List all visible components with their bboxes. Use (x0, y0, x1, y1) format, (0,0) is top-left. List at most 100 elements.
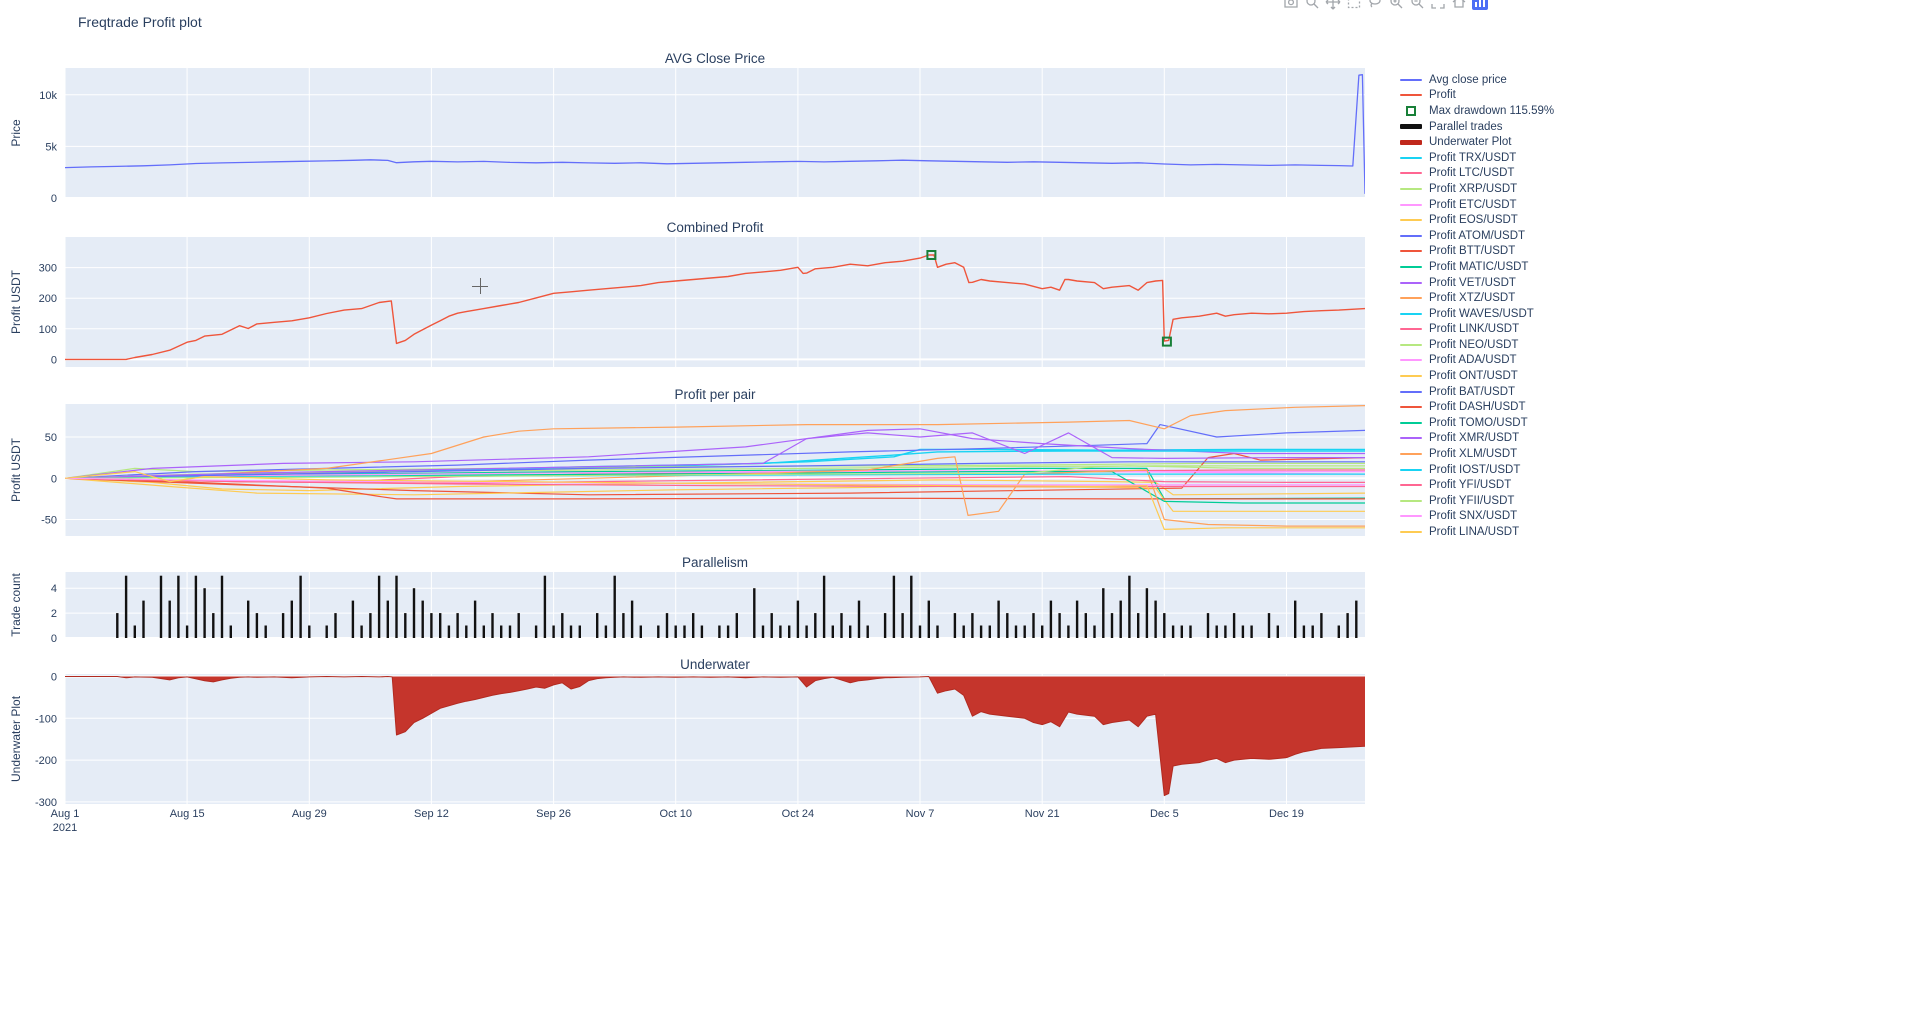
svg-text:-50: -50 (41, 515, 57, 527)
legend-line-swatch-icon (1398, 390, 1424, 393)
reset-axes-icon[interactable] (1450, 0, 1468, 10)
legend-item[interactable]: Profit YFI/USDT (1398, 477, 1554, 493)
svg-text:200: 200 (39, 293, 57, 305)
legend-item-label: Profit ONT/USDT (1429, 370, 1518, 383)
legend-line-swatch-icon (1398, 124, 1424, 130)
svg-text:2021: 2021 (53, 822, 77, 834)
plotly-modebar (1282, 0, 1489, 10)
legend-item[interactable]: Profit MATIC/USDT (1398, 259, 1554, 275)
zoom-out-icon[interactable] (1408, 0, 1426, 10)
zoom-in-icon[interactable] (1387, 0, 1405, 10)
page-title: Freqtrade Profit plot (78, 14, 202, 30)
legend-line-swatch-icon (1398, 343, 1424, 346)
legend-item-label: Profit NEO/USDT (1429, 338, 1519, 351)
legend-line-swatch-icon (1398, 219, 1424, 222)
pan-icon[interactable] (1324, 0, 1342, 10)
legend-line-swatch-icon (1398, 203, 1424, 206)
legend-item[interactable]: Profit YFII/USDT (1398, 493, 1554, 509)
svg-text:Aug 29: Aug 29 (292, 808, 327, 820)
svg-text:2: 2 (51, 608, 57, 620)
legend-item[interactable]: Avg close price (1398, 72, 1554, 88)
legend-item[interactable]: Profit SNX/USDT (1398, 509, 1554, 525)
legend-line-swatch-icon (1398, 172, 1424, 175)
legend-item[interactable]: Profit LTC/USDT (1398, 166, 1554, 182)
legend-item[interactable]: Profit ETC/USDT (1398, 197, 1554, 213)
svg-text:0: 0 (51, 633, 57, 645)
legend-item[interactable]: Underwater Plot (1398, 134, 1554, 150)
svg-text:Aug 15: Aug 15 (170, 808, 205, 820)
legend-item[interactable]: Profit IOST/USDT (1398, 462, 1554, 478)
legend-line-swatch-icon (1398, 187, 1424, 190)
legend-item-label: Avg close price (1429, 73, 1507, 86)
legend-line-swatch-icon (1398, 499, 1424, 502)
legend-item[interactable]: Profit EOS/USDT (1398, 212, 1554, 228)
legend-line-swatch-icon (1398, 531, 1424, 534)
legend-item-label: Profit VET/USDT (1429, 276, 1516, 289)
svg-text:Sep 26: Sep 26 (536, 808, 571, 820)
legend-item-label: Profit ETC/USDT (1429, 198, 1517, 211)
svg-text:Profit per pair: Profit per pair (674, 387, 756, 402)
legend-item[interactable]: Profit XLM/USDT (1398, 446, 1554, 462)
svg-text:Nov 7: Nov 7 (906, 808, 935, 820)
legend-item[interactable]: Profit WAVES/USDT (1398, 306, 1554, 322)
legend-item[interactable]: Profit XRP/USDT (1398, 181, 1554, 197)
legend-line-swatch-icon (1398, 234, 1424, 237)
svg-text:Dec 5: Dec 5 (1150, 808, 1179, 820)
legend-item[interactable]: Profit ONT/USDT (1398, 368, 1554, 384)
legend-item-label: Profit TRX/USDT (1429, 151, 1517, 164)
legend-item[interactable]: Profit XTZ/USDT (1398, 290, 1554, 306)
legend-line-swatch-icon (1398, 453, 1424, 456)
autoscale-icon[interactable] (1429, 0, 1447, 10)
legend-item[interactable]: Profit TOMO/USDT (1398, 415, 1554, 431)
svg-text:-200: -200 (35, 755, 57, 767)
svg-text:0: 0 (51, 193, 57, 205)
legend-item[interactable]: Profit BAT/USDT (1398, 384, 1554, 400)
legend-line-swatch-icon (1398, 484, 1424, 487)
legend-item-label: Profit YFII/USDT (1429, 494, 1515, 507)
legend-line-swatch-icon (1398, 328, 1424, 331)
svg-text:Nov 21: Nov 21 (1025, 808, 1060, 820)
svg-text:10k: 10k (39, 90, 57, 102)
legend-item[interactable]: Profit LINK/USDT (1398, 322, 1554, 338)
legend: Avg close price Profit Max drawdown 115.59… (1398, 72, 1554, 540)
lasso-icon[interactable] (1366, 0, 1384, 10)
zoom-icon[interactable] (1303, 0, 1321, 10)
camera-icon[interactable] (1282, 0, 1300, 10)
legend-line-swatch-icon (1398, 281, 1424, 284)
box-select-icon[interactable] (1345, 0, 1363, 10)
legend-item-label: Profit XRP/USDT (1429, 182, 1518, 195)
legend-item-label: Profit (1429, 89, 1456, 102)
legend-item-label: Profit WAVES/USDT (1429, 307, 1534, 320)
legend-item-label: Profit XMR/USDT (1429, 432, 1520, 445)
legend-item[interactable]: Profit NEO/USDT (1398, 337, 1554, 353)
legend-item-label: Profit YFI/USDT (1429, 479, 1512, 492)
svg-text:AVG Close Price: AVG Close Price (665, 51, 765, 66)
legend-item[interactable]: Parallel trades (1398, 119, 1554, 135)
legend-item-label: Profit MATIC/USDT (1429, 260, 1529, 273)
legend-item-label: Parallel trades (1429, 120, 1503, 133)
legend-item[interactable]: Profit LINA/USDT (1398, 524, 1554, 540)
legend-item[interactable]: Profit (1398, 88, 1554, 104)
legend-item[interactable]: Profit XMR/USDT (1398, 431, 1554, 447)
legend-item[interactable]: Profit BTT/USDT (1398, 244, 1554, 260)
legend-item[interactable]: Max drawdown 115.59% (1398, 103, 1554, 119)
svg-text:0: 0 (51, 473, 57, 485)
svg-text:300: 300 (39, 263, 57, 275)
legend-item[interactable]: Profit ATOM/USDT (1398, 228, 1554, 244)
svg-text:Price: Price (9, 119, 23, 147)
svg-text:Trade count: Trade count (9, 573, 23, 637)
legend-item-label: Profit IOST/USDT (1429, 463, 1521, 476)
legend-line-swatch-icon (1398, 468, 1424, 471)
plotly-logo-icon[interactable] (1471, 0, 1489, 10)
svg-text:Oct 10: Oct 10 (660, 808, 692, 820)
legend-item[interactable]: Profit DASH/USDT (1398, 399, 1554, 415)
svg-text:Underwater Plot: Underwater Plot (9, 695, 23, 782)
svg-text:Oct 24: Oct 24 (782, 808, 814, 820)
legend-item[interactable]: Profit TRX/USDT (1398, 150, 1554, 166)
legend-item-label: Underwater Plot (1429, 136, 1512, 149)
svg-text:4: 4 (51, 583, 57, 595)
legend-item-label: Profit XLM/USDT (1429, 448, 1518, 461)
legend-item[interactable]: Profit VET/USDT (1398, 275, 1554, 291)
legend-item[interactable]: Profit ADA/USDT (1398, 353, 1554, 369)
